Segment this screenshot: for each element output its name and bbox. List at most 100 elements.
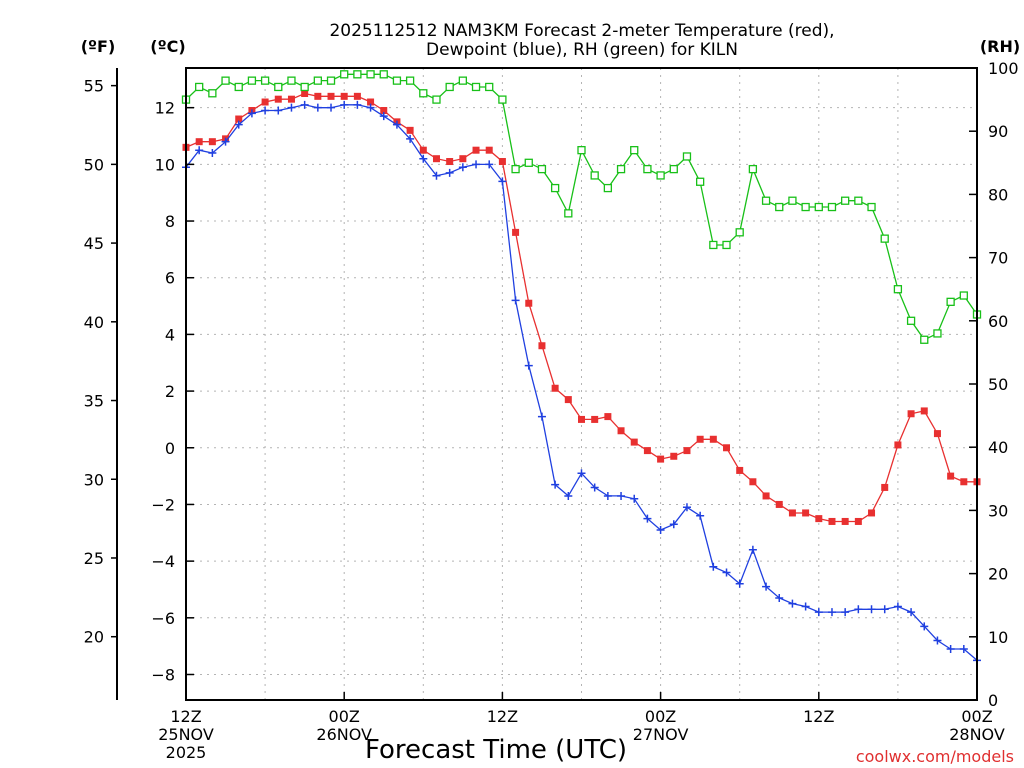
dewpoint-point <box>946 644 955 653</box>
rh-point <box>379 70 388 79</box>
2-meter-temperature-point <box>578 415 585 423</box>
dewpoint-point <box>432 171 441 180</box>
rh-point <box>260 76 270 85</box>
2-meter-temperature-point <box>960 478 968 486</box>
dewpoint-point <box>880 605 889 614</box>
rh-point <box>471 82 481 92</box>
dewpoint-point <box>696 511 705 520</box>
rh-point <box>550 183 560 193</box>
rh-point <box>616 164 626 174</box>
x-tick-label: 2025 <box>166 743 207 762</box>
rh-point <box>696 177 705 186</box>
rh-point <box>827 202 837 212</box>
2-meter-temperature-point <box>617 427 625 435</box>
axes: −8−6−4−202468101220253035404550550102030… <box>84 59 1019 762</box>
2-meter-temperature-point <box>591 415 599 423</box>
x-axis-title: Forecast Time (UTC) <box>365 735 627 765</box>
dewpoint-point <box>511 296 520 305</box>
2-meter-temperature-point <box>762 492 770 500</box>
dewpoint-point <box>208 149 217 158</box>
rh-point <box>485 82 494 92</box>
2-meter-temperature-point <box>696 435 704 443</box>
dewpoint-point <box>485 160 494 169</box>
2-meter-temperature-point <box>630 438 638 446</box>
dewpoint-point <box>458 163 467 172</box>
rh-point <box>366 70 375 79</box>
rh-tick-label: 0 <box>988 691 998 710</box>
2-meter-temperature-point <box>643 447 651 455</box>
2-meter-temperature-point <box>459 155 467 163</box>
dewpoint-point <box>867 605 876 614</box>
dewpoint-point <box>445 168 454 177</box>
dewpoint-point <box>814 608 823 617</box>
rh-tick-label: 40 <box>988 438 1008 457</box>
celsius-tick-label: 12 <box>155 99 175 118</box>
celsius-tick-label: −6 <box>151 609 175 628</box>
dewpoint-point <box>735 579 744 588</box>
dewpoint-point <box>551 480 560 489</box>
rh-point <box>419 89 428 98</box>
rh-point <box>221 76 230 85</box>
dewpoint-point <box>748 545 757 554</box>
rh-point <box>564 209 573 218</box>
2-meter-temperature-point <box>723 444 731 452</box>
dewpoint-point <box>327 103 336 112</box>
dewpoint-point <box>788 599 797 608</box>
2-meter-temperature-point <box>881 483 889 491</box>
dewpoint-point <box>353 100 362 109</box>
rh-point <box>432 95 441 104</box>
2-meter-temperature-point <box>894 441 902 449</box>
x-tick-label: 00Z <box>645 707 676 726</box>
2-meter-temperature-point <box>709 435 717 443</box>
x-tick-label: 00Z <box>329 707 360 726</box>
rh-point <box>392 76 402 85</box>
x-tick-label: 28NOV <box>949 725 1005 744</box>
2-meter-temperature-point <box>815 515 823 523</box>
rh-point <box>353 70 362 79</box>
rh-point <box>669 164 678 174</box>
x-tick-label: 12Z <box>803 707 834 726</box>
2-meter-temperature-point <box>512 228 520 236</box>
2-meter-temperature-point <box>314 92 322 100</box>
rh-point <box>577 146 586 155</box>
dewpoint-point <box>564 491 573 500</box>
2-meter-temperature-point <box>472 146 480 154</box>
rh-point <box>643 164 652 174</box>
rh-tick-label: 20 <box>988 565 1008 584</box>
dewpoint-point <box>472 160 481 169</box>
2-meter-temperature-point <box>683 447 691 455</box>
chart-title-line2: Dewpoint (blue), RH (green) for KILN <box>426 40 738 60</box>
2-meter-temperature-point <box>670 452 678 460</box>
2-meter-temperature-point <box>947 472 955 480</box>
2-meter-temperature-point <box>788 509 796 517</box>
dewpoint-point <box>221 137 230 146</box>
dewpoint-point <box>907 608 916 617</box>
rh-point <box>313 76 322 85</box>
fahrenheit-tick-label: 20 <box>84 628 104 647</box>
dewpoint-point <box>287 103 296 112</box>
celsius-unit-label: (ºC) <box>150 37 185 56</box>
dewpoint-point <box>537 412 546 421</box>
2-meter-temperature-point <box>208 138 216 146</box>
rh-point <box>630 146 639 155</box>
dewpoint-point <box>933 636 942 645</box>
dewpoint-point <box>893 602 902 611</box>
dewpoint-point <box>498 177 507 186</box>
dewpoint-point <box>590 483 599 492</box>
rh-point <box>775 202 784 212</box>
dewpoint-point <box>762 582 771 591</box>
rh-point <box>946 297 955 306</box>
rh-point <box>195 82 204 92</box>
dewpoint-point <box>379 112 388 121</box>
fahrenheit-tick-label: 30 <box>84 470 104 489</box>
dewpoint-point <box>300 100 309 109</box>
rh-point <box>208 89 217 98</box>
rh-point <box>537 164 547 174</box>
dewpoint-point <box>392 120 401 129</box>
rh-point <box>300 82 309 92</box>
dewpoint-point <box>247 109 256 118</box>
celsius-tick-label: 4 <box>165 325 175 344</box>
rh-point <box>234 82 243 92</box>
rh-point <box>735 228 744 237</box>
dewpoint-point <box>854 605 863 614</box>
